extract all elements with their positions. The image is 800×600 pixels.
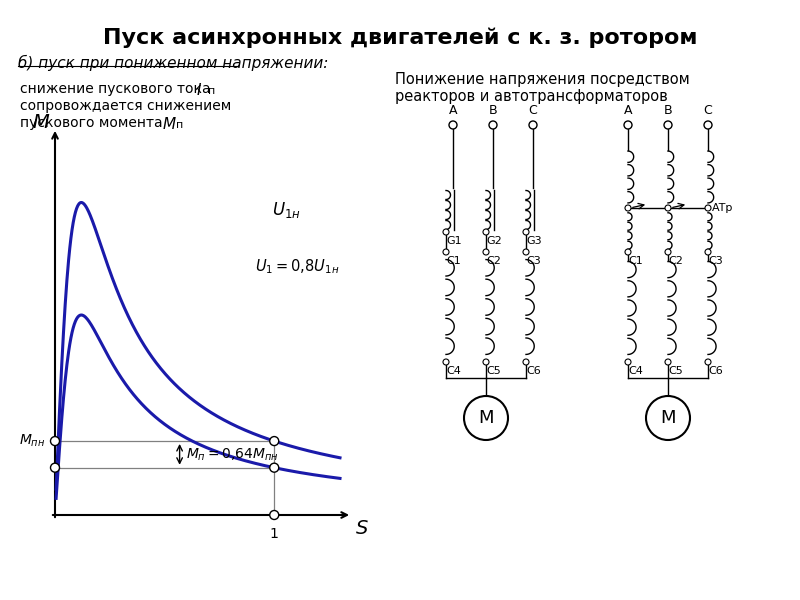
Text: п: п bbox=[208, 86, 215, 96]
Text: $I$: $I$ bbox=[196, 82, 202, 98]
Text: C1: C1 bbox=[628, 256, 642, 266]
Circle shape bbox=[443, 249, 449, 255]
Text: C2: C2 bbox=[486, 256, 501, 266]
Circle shape bbox=[665, 205, 671, 211]
Circle shape bbox=[646, 396, 690, 440]
Text: C6: C6 bbox=[526, 366, 541, 376]
Text: C3: C3 bbox=[708, 256, 722, 266]
Text: $S$: $S$ bbox=[355, 520, 369, 539]
Circle shape bbox=[625, 249, 631, 255]
Text: б) пуск при пониженном напряжении:: б) пуск при пониженном напряжении: bbox=[18, 55, 328, 71]
Text: A: A bbox=[624, 104, 632, 117]
Text: снижение пускового тока: снижение пускового тока bbox=[20, 82, 215, 96]
Circle shape bbox=[270, 437, 278, 446]
Text: $U_1{=}0{,}8U_{1н}$: $U_1{=}0{,}8U_{1н}$ bbox=[255, 257, 339, 277]
Circle shape bbox=[665, 359, 671, 365]
Text: C3: C3 bbox=[526, 256, 541, 266]
Text: C1: C1 bbox=[446, 256, 461, 266]
Circle shape bbox=[625, 205, 631, 211]
Text: М: М bbox=[660, 409, 676, 427]
Circle shape bbox=[624, 121, 632, 129]
Circle shape bbox=[704, 121, 712, 129]
Text: АТр: АТр bbox=[712, 203, 734, 213]
Text: реакторов и автотрансформаторов: реакторов и автотрансформаторов bbox=[395, 89, 668, 104]
Text: п: п bbox=[176, 120, 183, 130]
Text: $M_п{=}0{,}64M_{пн}$: $M_п{=}0{,}64M_{пн}$ bbox=[186, 446, 278, 463]
Text: C4: C4 bbox=[628, 366, 643, 376]
Circle shape bbox=[443, 359, 449, 365]
Circle shape bbox=[523, 249, 529, 255]
Text: C2: C2 bbox=[668, 256, 683, 266]
Circle shape bbox=[443, 229, 449, 235]
Text: $M$: $M$ bbox=[162, 116, 177, 132]
Text: Понижение напряжения посредством: Понижение напряжения посредством bbox=[395, 72, 690, 87]
Text: B: B bbox=[664, 104, 672, 117]
Text: C5: C5 bbox=[486, 366, 501, 376]
Circle shape bbox=[625, 359, 631, 365]
Circle shape bbox=[705, 205, 711, 211]
Text: пускового момента: пускового момента bbox=[20, 116, 167, 130]
Text: сопровождается снижением: сопровождается снижением bbox=[20, 99, 231, 113]
Text: $M$: $M$ bbox=[32, 113, 50, 131]
Text: G3: G3 bbox=[526, 236, 542, 246]
Text: G2: G2 bbox=[486, 236, 502, 246]
Text: C5: C5 bbox=[668, 366, 682, 376]
Text: М: М bbox=[478, 409, 494, 427]
Text: $U_{1н}$: $U_{1н}$ bbox=[272, 200, 301, 220]
Circle shape bbox=[529, 121, 537, 129]
Text: Пуск асинхронных двигателей с к. з. ротором: Пуск асинхронных двигателей с к. з. рото… bbox=[102, 28, 698, 49]
Circle shape bbox=[705, 359, 711, 365]
Circle shape bbox=[483, 229, 489, 235]
Circle shape bbox=[483, 359, 489, 365]
Circle shape bbox=[50, 463, 59, 472]
Text: $M_{пн}$: $M_{пн}$ bbox=[18, 433, 45, 449]
Circle shape bbox=[464, 396, 508, 440]
Text: A: A bbox=[449, 104, 458, 117]
Circle shape bbox=[705, 249, 711, 255]
Circle shape bbox=[523, 229, 529, 235]
Circle shape bbox=[449, 121, 457, 129]
Circle shape bbox=[664, 121, 672, 129]
Text: G1: G1 bbox=[446, 236, 462, 246]
Circle shape bbox=[523, 359, 529, 365]
Circle shape bbox=[489, 121, 497, 129]
Text: C: C bbox=[704, 104, 712, 117]
Circle shape bbox=[665, 249, 671, 255]
Text: C: C bbox=[529, 104, 538, 117]
Text: 1: 1 bbox=[270, 527, 278, 541]
Circle shape bbox=[270, 463, 278, 472]
Text: C6: C6 bbox=[708, 366, 722, 376]
Circle shape bbox=[270, 511, 278, 520]
Circle shape bbox=[483, 249, 489, 255]
Text: B: B bbox=[489, 104, 498, 117]
Circle shape bbox=[50, 437, 59, 446]
Text: C4: C4 bbox=[446, 366, 461, 376]
